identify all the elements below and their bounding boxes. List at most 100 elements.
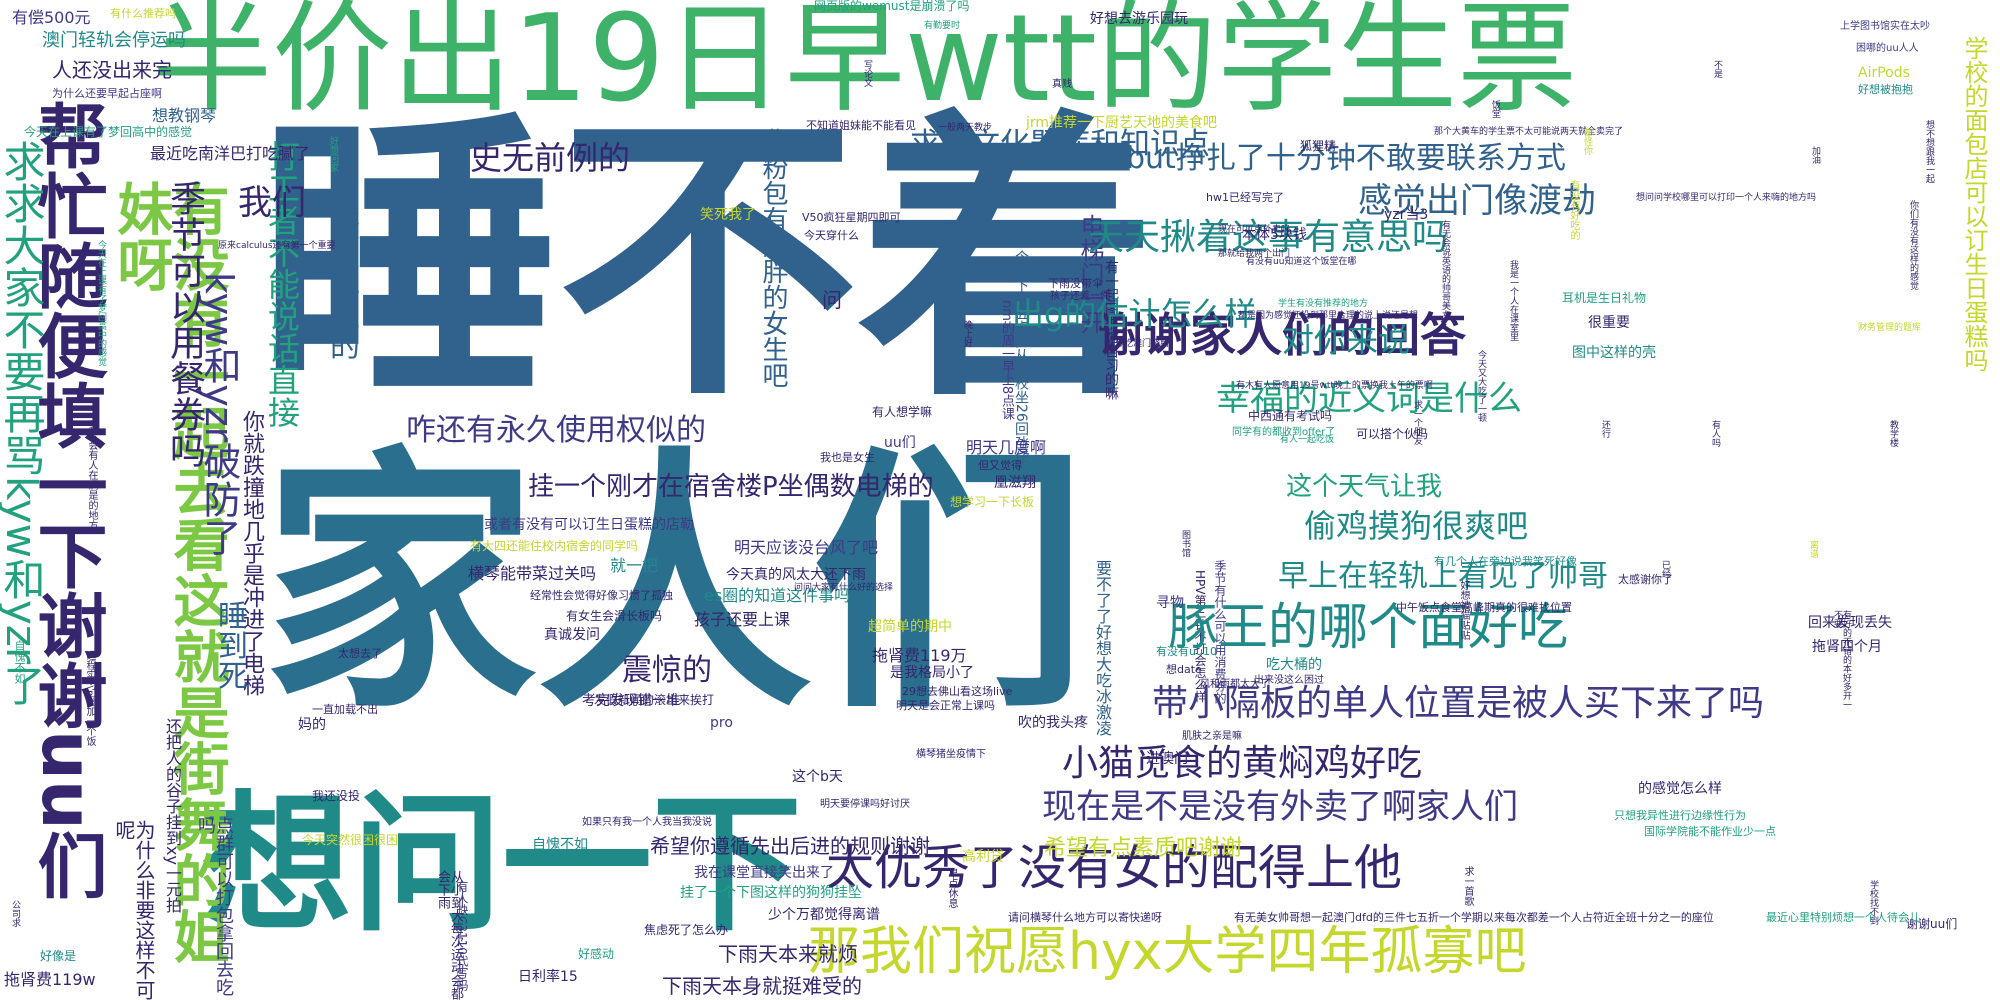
word-you-chang: 有偿500元 (12, 8, 91, 27)
word-you-nv-sheng-hua: 有女生会滑长板吗 (566, 609, 663, 623)
word-jin-tian-you-da-chi: 今天又大吃了一顿 (1476, 350, 1486, 422)
word-wei-shen-me-zao-qi: 为什么还要早起占座啊 (52, 87, 162, 100)
word-dan-you-jue-de: 但又觉得 (978, 459, 1022, 472)
word-hai-zi-shang-ke: 孩子还要上课 (694, 610, 791, 629)
word-you-ren-yi-qi: 有人一起吃饭 (1280, 435, 1335, 445)
word-jin-ao-men: 进澳门 (1146, 751, 1188, 767)
word-chu-g-gu-ji: 出g的估计怎么样 (1012, 295, 1257, 333)
word-zao-shang-qing-gui: 早上在轻轨上看见了帅哥 (1278, 559, 1608, 594)
word-zhen-cheng-fa-wen: 真诚发问 (544, 627, 600, 643)
word-gao-li-dai: 高利贷 (962, 849, 1004, 865)
word-you-ji-ge-ren: 有几个人在旁边说我笑死好像 (1434, 555, 1577, 568)
word-wen: 问 (822, 288, 842, 312)
word-you-hao-de: 有好的不错的本好多开一不要 (1832, 610, 1851, 709)
word-you-ren-que: 有人缺C3110代写吗 (455, 880, 469, 991)
word-xiang-date: 想date (1166, 663, 1202, 676)
word-you-ren-ma: 有人吗 (1710, 420, 1720, 447)
word-er-ji-sheng-ri: 耳机是生日礼物 (1562, 291, 1647, 305)
word-qiu-cha-wen-hua: 求茶文化题库和知识点 (910, 127, 1210, 162)
word-you-shen-me-tui-jian: 有什么推荐吗 (110, 7, 176, 20)
word-pro: pro (710, 715, 733, 731)
word-kun-na-de-uu: 困哪的uu人人 (1856, 43, 1919, 54)
word-ming-tian-zheng-chang: 明天是会正常上课吗 (896, 699, 995, 712)
word-li-pu: 离谱 (1808, 540, 1818, 558)
word-she-ren-xin-po: 摄人心魄的 (324, 210, 359, 360)
word-wan-shang-hao: 晚上好 (962, 320, 972, 347)
word-you-ren-xiang-xue: 有人想学嘛 (872, 405, 933, 419)
word-xiang-wen-wen-da-yin: 想问问学校哪里可以打印一个人来嗨的地方吗 (1636, 193, 1817, 203)
word-kyw-yzr-po-fang: kyw和yzr破防了 (197, 272, 241, 557)
word-jin-tian-shang-ke: 今天在上课有了梦回高中的感觉 (24, 125, 193, 139)
word-hao-gan-dong: 好感动 (578, 947, 615, 961)
word-wo-zai-ke-tang: 我在课堂直接笑出来了 (694, 865, 834, 881)
word-dou-shi-yin-wei: 都是因为感觉还没到那里合理的说上说还是想 (1238, 311, 1419, 321)
word-tuo-shen-fei-119w: 拖肾费119w (4, 970, 96, 989)
word-ren-huan-mei-chu: 人还没出来完 (52, 58, 172, 82)
word-es-quan: es圈的知道这件事吗 (704, 586, 851, 605)
word-xiao-si-wo-le: 笑死我了 (700, 207, 756, 223)
word-zhen-jing-de: 震惊的 (622, 653, 712, 688)
word-huo-zhe-sheng-ri: 或者有没有可以订生日蛋糕的店勒 (484, 517, 694, 533)
word-ben-ti-5-kuai: 本体5块钱 (1242, 227, 1307, 243)
word-gou-gou-gua-zhui: 挂了一个下图这样的狗狗挂坠 (680, 885, 862, 901)
word-yi-jing: 已经 (1660, 560, 1670, 578)
word-yi-zhi-jia-zai: 一直加载不出 (312, 703, 378, 716)
word-kao-wan-fa-xian: 考完发现错一堆 (582, 693, 680, 709)
word-nan-yang-ba-da: 最近吃南洋巴打吃腻了 (150, 144, 311, 163)
word-heng-qin-dai-cai: 横琴能带菜过关吗 (468, 564, 597, 583)
word-wang-ye-ban-wemust: 网页版的wemust是崩溃了吗 (814, 0, 970, 13)
word-qiu-yi-shou-ge: 求一首歌 (1462, 866, 1473, 906)
word-you-qin-yao-shi: 有勤要时 (924, 21, 961, 31)
word-feng-zi-xiang: 凰滋翔 (994, 475, 1036, 491)
word-shui-bu-zhao: 睡不着 (258, 87, 1158, 436)
word-yao-bu-le-le: 要不了了好想大吃冰激凌 (1093, 560, 1112, 736)
word-cai-wu-guan-li: 财务管理的题库 (1858, 323, 1922, 333)
word-mei-you-wai-mai: 现在是不是没有外卖了啊家人们 (1042, 787, 1518, 827)
word-bei-fen-bao: 背粉包有点胖的女生吧 (758, 128, 788, 388)
word-you-mei-you-yi-qi-jie-wu: 有没有一起去看这就是街舞的姐妹呀 (108, 180, 229, 964)
word-dian-qun-da-bao: 点群可以打包拿回去吃吗 (195, 816, 234, 996)
word-tai-you-xiu-le: 太优秀了没有女的配得上他 (826, 840, 1403, 896)
word-shi-wu-qian-li: 史无前例的 (470, 139, 631, 177)
word-zhe-ge-tian-qi: 这个天气让我 (1286, 472, 1443, 502)
word-xia-yu-ben-shen: 下雨天本身就挺难受的 (662, 974, 862, 998)
word-but-zheng-zha: but挣扎了十分钟不敢要联系方式 (1126, 141, 1566, 176)
word-yzr-dang-3: yzr当3 (1384, 207, 1429, 223)
word-tong-xue-offer: 同学有的都收到offer了 (1232, 427, 1336, 438)
word-fan-tang: 饭堂 (1490, 100, 1500, 118)
word-zhu-yuan-hyx: 那我们祝愿hyx大学四年孤寡吧 (808, 922, 1527, 982)
word-shao-ge-wan: 少个万都觉得离谱 (768, 907, 880, 923)
word-you-da-si-zhu-xiao: 有没有uu知道这个饭堂在哪 (1246, 257, 1357, 267)
word-xiang-bu-xiang: 想不想跟我一起 (1924, 120, 1934, 183)
word-hu-li-jing: 狐狸精 (1300, 139, 1337, 153)
word-na-jiu-gei-wo: 那就给我两个出门 (1218, 249, 1291, 259)
word-ming-tian-ji-du: 明天几度啊 (966, 438, 1047, 457)
word-you-mu-you-ren: 有木有人愿意用19号wtt晚上的票换我上午的票啊 (1236, 381, 1433, 391)
word-bu-zhi-dao-jie-mei: 不知道姐妹能不能看见 (806, 119, 916, 132)
word-gua-yi-ge-dian-ti: 挂一个刚才在宿舍楼P坐偶数电梯的 (528, 472, 934, 502)
word-wo-ye-shi-nv-sheng: 我也是女生 (820, 451, 875, 464)
word-xia-yu-mei-dai-san: 下雨没带伞 (1048, 277, 1103, 290)
word-hen-zhong-yao: 很重要 (1588, 315, 1630, 331)
word-zen-me-hui-you-ren: 怎么会有人在满是的地方 (86, 420, 97, 530)
word-you-mei-you-uu10: 有没有uu10 (1156, 645, 1217, 658)
word-tu-zhong-ke: 图中这样的壳 (1572, 345, 1656, 361)
word-tian-tian-jiu-zhe: 天天揪着这事有意思吗 (1088, 217, 1449, 258)
word-xi-wang-zun-xun: 希望你遵循先出后进的规则谢谢 (650, 834, 930, 858)
word-xue-xiao-mian-bao-dian: 学校的面包店可以订生日蛋糕吗 (1960, 36, 1988, 372)
word-gan-jue-chu-men: 感觉出门像渡劫 (1358, 181, 1596, 221)
word-da-gong-zhe: 打工者不能说话直接 (263, 140, 301, 428)
word-hpv: HPV第三针不打会怎么样 (1193, 570, 1207, 703)
word-zhen-jian: 真贱 (1052, 79, 1072, 90)
word-wo-huan-mei-tou: 我还没投 (312, 789, 361, 803)
word-tu-shu-guan: 图书馆 (1180, 530, 1190, 557)
word-you-wu-mei-nv: 有无美女帅哥想一起澳门dfd的三件七五折一个学期以来每次都差一个人占符近全班十分… (1234, 911, 1714, 924)
word-xiang-wen-yi-xia: 想问一下 (202, 778, 803, 952)
word-yi-qi-tu-shu-guan: 有一起图书馆自习的嘛 (1103, 260, 1119, 400)
word-hao-xiang-bei-mao: 好想被猫贴贴 (1458, 580, 1469, 640)
word-xue-xiao-zhao-bu-dao: 学校找不到 (1868, 880, 1878, 925)
word-yuan-cheng-shi-xi: 远程实习p圈加一个饭 (84, 650, 95, 747)
word-ma-de: 妈的 (298, 717, 326, 733)
word-jia-ren-men: 家人们 (262, 425, 1087, 745)
